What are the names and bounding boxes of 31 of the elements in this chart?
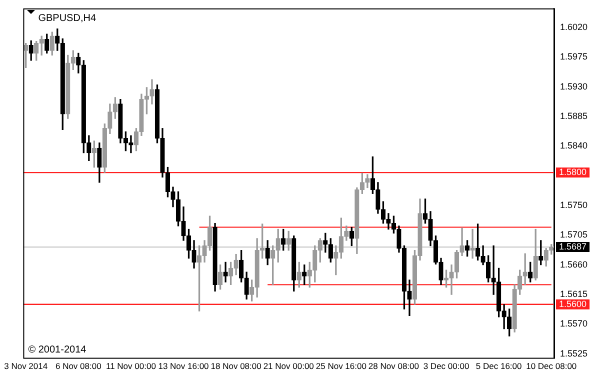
- x-tick-label: 5 Dec 16:00: [476, 361, 522, 372]
- y-tick-label: 1.5975: [560, 52, 588, 62]
- y-tick-label: 1.5705: [560, 230, 588, 240]
- x-tick-label: 13 Nov 16:00: [158, 361, 210, 372]
- ref-line-label: 1.5600: [559, 298, 587, 309]
- x-tick-label: 3 Dec 00:00: [423, 361, 470, 372]
- annotation: © 2001-2014: [28, 344, 87, 356]
- y-tick-label: 1.5885: [560, 111, 588, 121]
- y-tick-label: 1.5840: [560, 140, 588, 151]
- x-tick-label: 10 Dec 08:00: [526, 361, 577, 372]
- x-tick-label: 21 Nov 00:00: [263, 361, 314, 372]
- y-tick-label: 1.5525: [560, 348, 588, 358]
- x-tick-label: 11 Nov 00:00: [106, 361, 156, 372]
- x-tick-label: 28 Nov 08:00: [368, 361, 420, 372]
- x-tick-label: 6 Nov 08:00: [55, 361, 102, 372]
- candlestick: [470, 228, 475, 259]
- ref-line-label: 1.5687: [559, 242, 587, 252]
- y-tick-label: 1.6020: [560, 22, 588, 32]
- chart-title: GBPUSD,H4: [38, 13, 96, 24]
- x-tick-label: 25 Nov 16:00: [316, 361, 367, 372]
- y-tick-label: 1.5570: [560, 318, 588, 329]
- x-tick-label: 3 Nov 2014: [4, 361, 48, 372]
- ref-line-label: 1.5800: [559, 167, 587, 178]
- y-tick-label: 1.5660: [560, 259, 588, 270]
- candlestick: [491, 245, 496, 295]
- y-tick-label: 1.5930: [560, 81, 588, 92]
- candlestick: [223, 262, 228, 282]
- y-tick-label: 1.5750: [560, 200, 588, 210]
- x-tick-label: 18 Nov 08:00: [210, 361, 262, 372]
- candlestick: [449, 264, 454, 295]
- y-tick-label: 1.5615: [560, 288, 588, 299]
